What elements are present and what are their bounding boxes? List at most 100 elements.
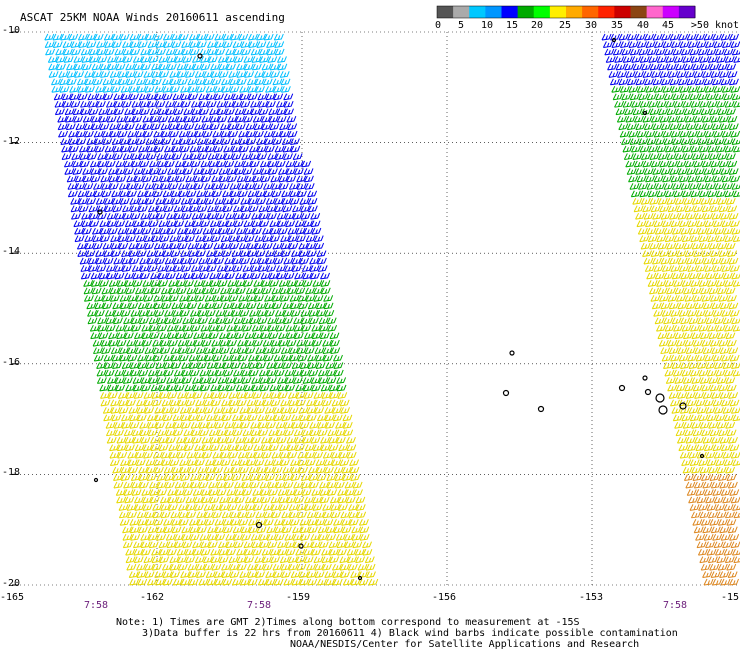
wind-barb: [113, 474, 123, 481]
wind-barb: [263, 347, 273, 355]
wind-barb: [252, 339, 263, 347]
wind-barb: [258, 429, 269, 437]
wind-barb: [95, 100, 106, 108]
wind-barb: [670, 265, 681, 272]
wind-barb: [215, 48, 226, 56]
wind-barb: [618, 33, 629, 41]
wind-barb: [278, 339, 289, 347]
wind-barb: [712, 310, 723, 317]
wind-barb: [220, 459, 231, 467]
wind-barb: [291, 421, 302, 429]
wind-barb: [239, 310, 250, 317]
wind-barb: [206, 414, 216, 422]
wind-barb: [212, 295, 223, 302]
wind-barb: [730, 451, 740, 459]
wind-barb: [611, 41, 622, 48]
wind-barb: [322, 354, 333, 362]
wind-barb: [86, 138, 97, 146]
wind-barb: [619, 130, 630, 138]
wind-barb: [201, 175, 212, 183]
wind-barb: [291, 250, 301, 258]
wind-barb: [148, 220, 159, 228]
wind-barb: [724, 235, 735, 243]
wind-barb: [673, 56, 684, 63]
wind-barb: [709, 339, 720, 347]
wind-barb: [173, 429, 184, 437]
wind-barb: [167, 489, 178, 496]
wind-barb: [212, 138, 223, 146]
wind-barb: [213, 242, 224, 250]
wind-barb: [287, 123, 298, 131]
wind-barb: [632, 63, 643, 71]
wind-barb: [355, 504, 366, 511]
wind-barb: [48, 71, 59, 78]
wind-barb: [659, 160, 670, 168]
wind-barb: [322, 504, 333, 511]
wind-barb: [731, 362, 740, 369]
wind-barb: [188, 362, 199, 369]
wind-barb: [205, 145, 216, 153]
wind-barb: [134, 504, 145, 511]
wind-barb: [328, 548, 339, 556]
wind-barb: [174, 56, 185, 63]
wind-barb: [239, 250, 250, 258]
wind-barb: [231, 145, 242, 153]
wind-barb: [208, 481, 219, 489]
wind-barb: [695, 33, 705, 41]
wind-barb: [648, 100, 659, 108]
wind-barb: [285, 220, 296, 228]
wind-barb: [153, 302, 164, 310]
wind-barb: [235, 444, 246, 452]
wind-barb: [176, 63, 187, 71]
wind-barb: [273, 519, 284, 526]
wind-barb: [201, 496, 212, 504]
wind-barb: [243, 444, 254, 452]
wind-barb: [95, 250, 106, 258]
colorbar-tick-label: 10: [480, 20, 494, 31]
wind-barb: [207, 48, 218, 56]
wind-barb: [688, 362, 699, 369]
wind-barb: [204, 198, 215, 205]
wind-barb: [120, 459, 130, 467]
wind-barb: [306, 563, 317, 571]
wind-barb: [198, 257, 209, 265]
wind-barb: [208, 317, 219, 325]
wind-barb: [255, 511, 266, 519]
wind-barb: [83, 183, 94, 190]
wind-barb: [298, 242, 309, 250]
wind-barb: [203, 504, 214, 511]
wind-barb: [300, 369, 311, 377]
wind-barb: [182, 160, 193, 168]
wind-barb: [180, 257, 191, 265]
wind-barb: [175, 175, 186, 183]
wind-barb: [732, 190, 740, 198]
wind-barb: [630, 190, 641, 198]
wind-barb: [656, 56, 667, 63]
wind-barb: [665, 145, 675, 153]
wind-barb: [54, 100, 65, 108]
wind-barb: [227, 280, 238, 287]
wind-barb: [661, 33, 671, 41]
wind-barb: [250, 100, 260, 108]
wind-barb: [165, 429, 176, 437]
plot-title: ASCAT 25KM NOAA Winds 20160611 ascending: [20, 11, 285, 24]
wind-barb: [685, 257, 696, 265]
wind-barb: [270, 504, 281, 511]
wind-barb: [274, 48, 285, 56]
wind-barb: [183, 489, 193, 496]
wind-barb: [702, 257, 713, 265]
wind-barb: [274, 310, 285, 317]
wind-barb: [268, 272, 279, 280]
wind-barb: [134, 183, 145, 190]
wind-barb: [140, 533, 151, 541]
wind-barb: [720, 168, 731, 175]
wind-barb: [191, 56, 202, 63]
wind-barb: [128, 407, 139, 414]
wind-barb: [619, 86, 630, 93]
wind-barb: [201, 280, 212, 287]
wind-barb: [687, 41, 698, 48]
wind-barb: [212, 511, 222, 519]
wind-barb: [172, 414, 183, 422]
wind-barb: [248, 466, 259, 474]
wind-barb: [181, 48, 192, 56]
